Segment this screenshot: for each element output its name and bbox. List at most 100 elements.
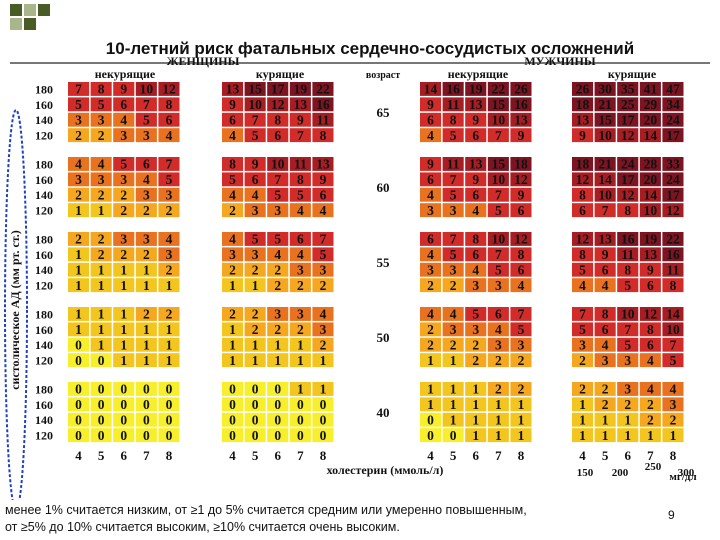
deco-square-4 [24, 18, 36, 30]
mgdl-tick: 250 [645, 461, 662, 473]
cell-value: 12 [514, 172, 528, 187]
cell-women_smokers-4-2-1 [244, 412, 266, 427]
cell-men_nonsmokers-2-0-4 [510, 232, 532, 246]
cell-value: 7 [495, 247, 502, 262]
cell-value: 0 [252, 382, 259, 397]
sbp-label: 140 [35, 413, 53, 427]
footer-line-1: менее 1% считается низким, от ≥1 до 5% с… [5, 503, 527, 517]
cell-value: 4 [472, 262, 479, 277]
cell-women_smokers-4-2-4 [312, 412, 334, 427]
cell-value: 5 [320, 247, 327, 262]
cell-women_nonsmokers-4-1-0 [68, 397, 90, 412]
cell-women_nonsmokers-3-2-3 [135, 337, 157, 352]
cell-value: 2 [450, 337, 457, 352]
cell-value: 17 [666, 187, 680, 202]
chol-tick: 7 [143, 448, 150, 463]
cell-value: 0 [274, 412, 281, 427]
cell-value: 14 [644, 128, 658, 143]
cell-women_nonsmokers-3-2-1 [90, 337, 112, 352]
cell-men_nonsmokers-4-2-0 [420, 412, 442, 427]
cell-women_nonsmokers-4-2-0 [68, 412, 90, 427]
cell-value: 19 [294, 82, 308, 97]
cell-women_smokers-3-2-0 [222, 337, 244, 352]
cell-value: 3 [670, 397, 677, 412]
cell-women_smokers-2-0-2 [267, 232, 289, 246]
cell-value: 1 [518, 428, 525, 443]
cell-men_smokers-3-3-0 [572, 353, 594, 368]
cell-men_nonsmokers-1-0-3 [487, 157, 509, 171]
cell-men_nonsmokers-3-2-1 [442, 337, 464, 352]
cell-women_smokers-4-3-0 [222, 428, 244, 443]
cell-value: 16 [514, 97, 528, 112]
cell-men_smokers-0-1-1 [594, 97, 616, 112]
cell-value: 1 [647, 428, 654, 443]
cell-value: 4 [120, 112, 127, 127]
cell-women_smokers-2-1-4 [312, 247, 334, 262]
cell-value: 13 [514, 112, 528, 127]
cell-value: 12 [666, 203, 680, 218]
cell-value: 3 [274, 307, 281, 322]
cell-men_nonsmokers-0-2-0 [420, 112, 442, 127]
chol-tick: 6 [275, 448, 282, 463]
cell-women_smokers-2-2-3 [289, 262, 311, 277]
cell-value: 4 [602, 337, 609, 352]
cell-value: 5 [166, 172, 173, 187]
cell-value: 5 [579, 322, 586, 337]
cell-men_nonsmokers-4-1-4 [510, 397, 532, 412]
cell-women_nonsmokers-0-0-0 [68, 82, 90, 96]
cell-women_smokers-4-3-2 [267, 428, 289, 443]
cell-men_nonsmokers-1-3-3 [487, 203, 509, 218]
cell-women_smokers-0-0-1 [244, 82, 266, 96]
cell-men_nonsmokers-3-1-4 [510, 322, 532, 337]
cell-value: 10 [140, 82, 154, 97]
cell-value: 10 [598, 128, 612, 143]
cell-value: 5 [472, 307, 479, 322]
cell-value: 0 [297, 412, 304, 427]
cell-men_nonsmokers-3-1-0 [420, 322, 442, 337]
cell-women_nonsmokers-2-2-3 [135, 262, 157, 277]
cell-value: 2 [166, 307, 173, 322]
cell-value: 20 [644, 112, 658, 127]
cell-value: 1 [274, 353, 281, 368]
cell-value: 2 [143, 247, 150, 262]
cell-value: 6 [427, 112, 434, 127]
cell-value: 1 [166, 353, 173, 368]
cell-value: 2 [98, 232, 105, 247]
cell-value: 1 [297, 337, 304, 352]
cell-value: 3 [624, 353, 631, 368]
cell-men_smokers-4-2-1 [594, 412, 616, 427]
cell-value: 0 [120, 397, 127, 412]
cell-men_smokers-0-1-0 [572, 97, 594, 112]
cell-value: 1 [624, 412, 631, 427]
cell-value: 1 [166, 337, 173, 352]
ylabel: систолическое АД (мм рт. ст.) [8, 230, 22, 390]
cell-women_nonsmokers-2-2-2 [113, 262, 135, 277]
cell-value: 30 [598, 82, 612, 97]
cell-value: 2 [450, 278, 457, 293]
cell-men_nonsmokers-4-0-1 [442, 382, 464, 396]
cell-value: 1 [579, 412, 586, 427]
cell-men_smokers-4-1-0 [572, 397, 594, 412]
cell-women_nonsmokers-4-0-2 [113, 382, 135, 396]
sbp-label: 180 [35, 307, 53, 321]
cell-men_smokers-4-0-1 [594, 382, 616, 396]
cell-men_smokers-0-1-4 [662, 97, 684, 112]
cell-value: 5 [98, 97, 105, 112]
cell-women_smokers-1-0-1 [244, 157, 266, 171]
cell-value: 2 [252, 322, 259, 337]
cell-women_smokers-2-3-2 [267, 278, 289, 293]
cell-value: 1 [166, 322, 173, 337]
cell-value: 1 [75, 322, 82, 337]
cell-men_smokers-2-3-4 [662, 278, 684, 293]
cell-men_smokers-2-1-2 [617, 247, 639, 262]
cell-women_smokers-3-3-0 [222, 353, 244, 368]
cell-value: 0 [229, 397, 236, 412]
cell-men_smokers-3-2-0 [572, 337, 594, 352]
cell-value: 8 [229, 157, 236, 172]
cell-men_nonsmokers-0-2-1 [442, 112, 464, 127]
cell-women_nonsmokers-0-0-1 [90, 82, 112, 96]
cell-men_nonsmokers-3-0-1 [442, 307, 464, 321]
cell-value: 8 [624, 203, 631, 218]
cell-men_nonsmokers-0-2-3 [487, 112, 509, 127]
cell-men_nonsmokers-1-1-4 [510, 172, 532, 187]
